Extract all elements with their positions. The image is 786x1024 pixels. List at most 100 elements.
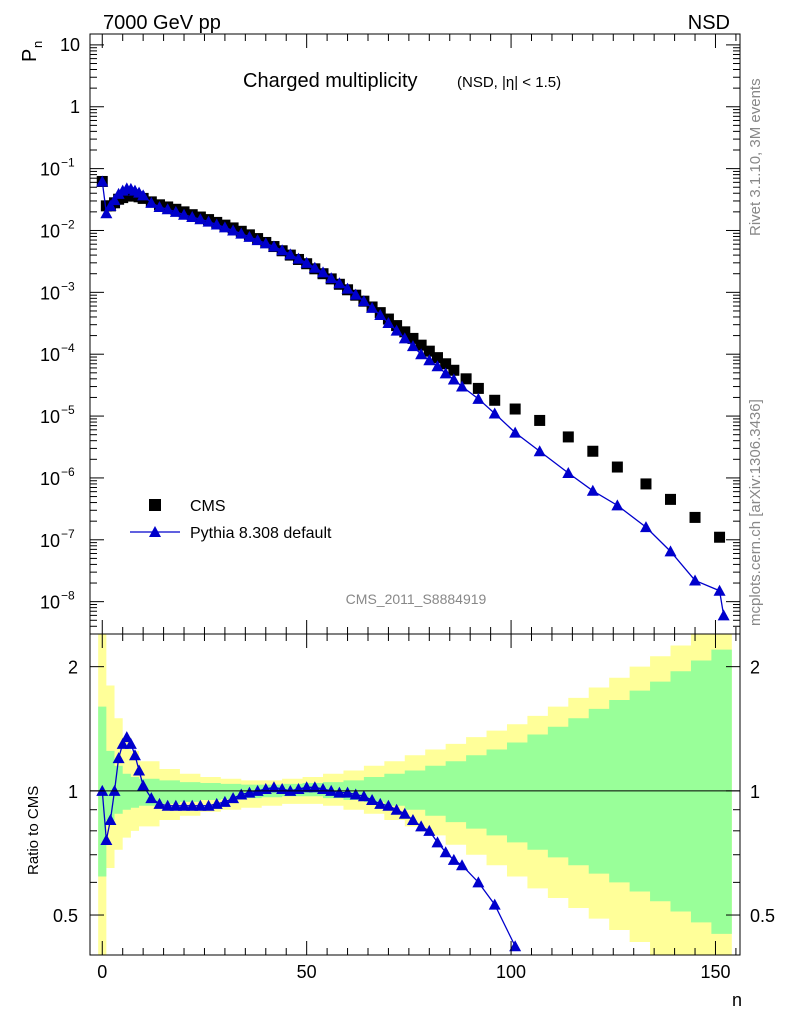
top-ylabel: P [19,49,41,62]
cms-point [440,358,452,370]
pythia-point [611,499,624,511]
ratio-pythia-point [104,813,117,825]
ratio-pythia-point [382,799,395,811]
ratio-pythia-point [456,859,469,871]
pythia-point [415,348,428,360]
ratio-pythia-point [161,799,174,811]
cms-point [562,431,574,443]
ratio-pythia-point [137,779,150,791]
analysis-watermark: CMS_2011_S8884919 [346,591,487,607]
top-ytick-exponent: −6 [61,465,75,479]
chart-subtitle: (NSD, |η| < 1.5) [457,74,561,91]
cms-point [423,345,435,357]
ratio-pythia-point [357,790,370,802]
top-ytick-exponent: −5 [61,403,75,417]
cms-point [611,461,623,473]
top-ytick-exponent: −4 [61,341,75,355]
pythia-point [349,288,362,300]
legend: CMS Pythia 8.308 default [130,498,332,542]
top-ytick-label: 10 [40,531,60,551]
pythia-point [689,574,702,586]
cms-point [587,445,599,457]
ratio-uncertainty-bands [98,634,732,955]
cms-point [431,352,443,364]
cms-point [407,332,419,344]
top-ytick-label: 10 [40,593,60,613]
cms-point [714,531,726,543]
top-ytick-exponent: −8 [61,589,75,603]
top-ytick-label: 10 [40,221,60,241]
pythia-point [333,277,346,289]
cms-point [460,373,472,385]
pythia-point [284,248,297,260]
cms-point [534,414,546,426]
cms-point [665,493,677,505]
ratio-pythia-point [178,799,191,811]
ratio-ytick-label-left: 2 [68,658,78,678]
xtick-label: 150 [700,962,730,982]
pythia-point [218,221,231,233]
pythia-point [325,272,338,284]
ratio-pythia-point [116,737,129,749]
pythia-point [639,521,652,533]
ratio-pythia-point [423,824,436,836]
ratio-pythia-point [112,752,125,764]
pythia-point [104,199,117,211]
legend-label-cms: CMS [190,498,226,515]
pythia-point [169,205,182,217]
chart-title: Charged multiplicity [243,70,418,92]
ratio-pythia-point [194,799,207,811]
pythia-point [137,189,150,201]
cms-point [689,511,701,523]
cms-point [472,382,484,394]
pythia-point [227,224,240,236]
pythia-line [101,181,725,616]
pythia-point [300,256,313,268]
pythia-point [259,237,272,249]
pythia-point [186,211,199,223]
ratio-pythia-point [415,820,428,832]
top-ylabel-subscript: n [30,41,45,48]
ratio-pythia-point [100,834,113,846]
legend-label-pythia: Pythia 8.308 default [190,525,332,542]
pythia-point [292,252,305,264]
ratio-pythia-point [120,731,133,743]
xtick-label: 100 [496,962,526,982]
pythia-point [341,282,354,294]
legend-marker-pythia [149,526,161,537]
top-ytick-label: 10 [40,469,60,489]
xtick-label: 50 [297,962,317,982]
ratio-pythia-point [390,803,403,815]
ratio-pythia-point [124,737,137,749]
ratio-pythia-point [267,781,280,793]
ratio-pythia-point [145,792,158,804]
rivet-version-label: Rivet 3.1.10, 3M events [747,78,764,236]
ratio-pythia-point [488,898,501,910]
pythia-point [153,200,166,212]
pythia-point [586,484,599,496]
pythia-point [276,244,289,256]
pythia-point [267,240,280,252]
ratio-pythia-point [169,799,182,811]
pythia-point [178,208,191,220]
pythia-point [717,609,730,621]
pythia-point [251,234,264,246]
header-left: 7000 GeV pp [103,12,221,34]
pythia-point [100,207,113,219]
pythia-point [308,261,321,273]
header-right: NSD [688,12,730,34]
pythia-point [161,203,174,215]
ratio-pythia-point [509,940,522,952]
ratio-pythia-point [308,781,321,793]
pythia-point [447,373,460,385]
top-ytick-label: 10 [40,160,60,180]
cms-point [415,339,427,351]
ratio-pythia-point [133,764,146,776]
ratio-pythia-point [153,797,166,809]
pythia-point [456,380,469,392]
top-panel-data [96,175,730,621]
xtick-label: 0 [97,962,107,982]
ratio-pythia-point [349,788,362,800]
pythia-point [145,196,158,208]
